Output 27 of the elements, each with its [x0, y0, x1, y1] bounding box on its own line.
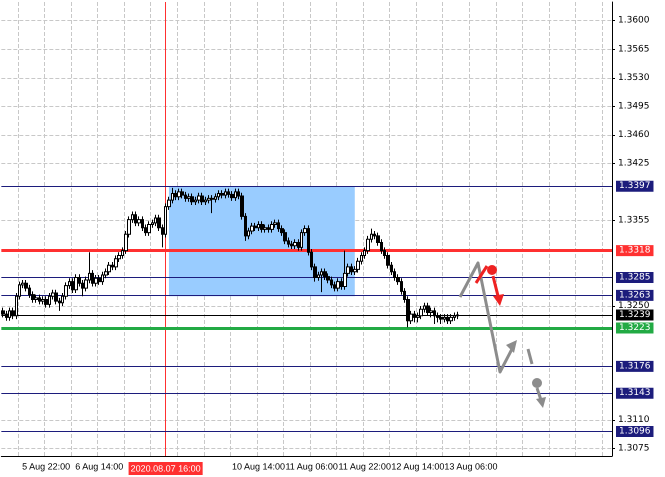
x-tick-label: 12 Aug 14:00 — [391, 462, 444, 472]
x-tick-label: 10 Aug 14:00 — [232, 462, 286, 472]
ref-line-label: 1.3397 — [619, 181, 650, 192]
ref-line-label: 1.3143 — [619, 388, 650, 398]
y-tick-label: 1.3460 — [618, 130, 650, 140]
x-tick-label: 13 Aug 06:00 — [444, 462, 498, 472]
x-tick-label: 2020.08.07 16:00 — [130, 464, 201, 474]
x-tick-label: 11 Aug 06:00 — [285, 462, 338, 472]
ref-line-label: 1.3285 — [619, 272, 650, 282]
y-tick-label: 1.3110 — [618, 415, 650, 426]
y-tick-label: 1.3425 — [618, 158, 650, 168]
y-tick-label: 1.3600 — [618, 16, 650, 26]
ref-line-label: 1.3223 — [619, 323, 650, 334]
ref-line-label: 1.3096 — [619, 426, 651, 437]
y-tick-label: 1.3250 — [618, 301, 650, 312]
x-tick-label: 11 Aug 22:00 — [338, 462, 391, 472]
ref-line-label: 1.3239 — [619, 310, 651, 320]
y-tick-label: 1.3565 — [618, 44, 650, 54]
ref-line-label: 1.3263 — [619, 290, 650, 300]
y-tick-label: 1.3495 — [618, 101, 650, 112]
x-tick-label: 6 Aug 14:00 — [75, 462, 124, 472]
y-tick-label: 1.3355 — [618, 215, 650, 226]
ref-line-label: 1.3318 — [619, 246, 651, 256]
y-tick-label: 1.3075 — [618, 444, 650, 454]
x-tick-label: 5 Aug 22:00 — [22, 462, 70, 472]
y-tick-label: 1.3530 — [618, 72, 650, 83]
ref-line-label: 1.3176 — [619, 361, 651, 372]
